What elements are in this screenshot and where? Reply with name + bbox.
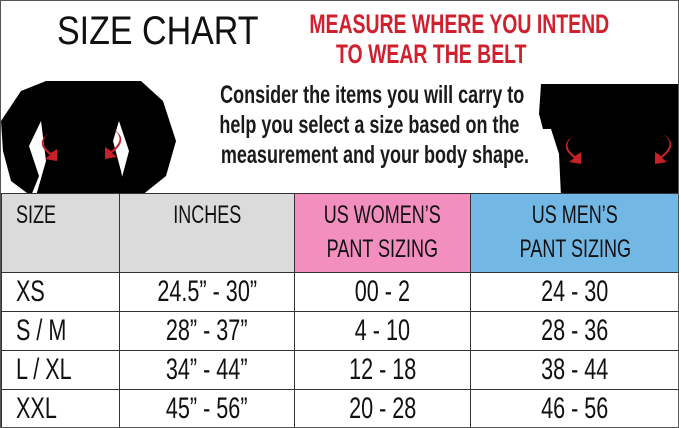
table-row: S / M 28” - 37” 4 - 10 28 - 36 [1,311,678,351]
table-row: L / XL 34” - 44” 12 - 18 38 - 44 [1,350,678,390]
cell-women: 4 - 10 [294,311,471,351]
cell-text: 34” - 44” [166,353,248,386]
cell-text: XS [16,275,45,308]
cell-text: 12 - 18 [348,353,417,386]
table-header-row: SIZE INCHES US WOMEN’S PANT SIZING US MEN… [1,193,678,273]
cell-text: 24 - 30 [541,275,609,308]
table-row: XXL 45” - 56” 20 - 28 46 - 56 [1,389,678,427]
note-line-1: Consider the items you will carry to [220,81,525,109]
cell-women: 12 - 18 [294,350,471,390]
cell-text: 4 - 10 [354,314,411,347]
cell-text: S / M [16,314,67,347]
header-text: US WOMEN’S [324,201,441,229]
cell-inches: 34” - 44” [119,350,295,390]
cell-text: 00 - 2 [354,275,411,308]
cell-inches: 28” - 37” [119,311,295,351]
header-text: SIZE [16,201,57,229]
cell-text: 46 - 56 [541,392,609,425]
waist-arrow-icon [565,134,672,164]
cell-inches: 45” - 56” [119,389,295,427]
header-text: INCHES [172,201,242,229]
cell-size: L / XL [1,350,120,390]
size-table: SIZE INCHES US WOMEN’S PANT SIZING US MEN… [1,193,678,427]
cell-women: 00 - 2 [294,272,471,312]
cell-size: XS [1,272,120,312]
cell-text: 28” - 37” [166,314,248,347]
cell-men: 24 - 30 [470,272,678,312]
headline-line-2: TO WEAR THE BELT [251,40,611,69]
cell-inches: 24.5” - 30” [119,272,295,312]
note-line-3: measurement and your body shape. [220,141,529,169]
headline-line-1: MEASURE WHERE YOU INTEND [251,10,611,39]
cell-size: S / M [1,311,120,351]
table-row: XS 24.5” - 30” 00 - 2 24 - 30 [1,272,678,312]
header-women: US WOMEN’S PANT SIZING [294,193,471,273]
instruction-note: Consider the items you will carry to hel… [161,80,561,170]
chart-title-text: SIZE CHART [57,9,259,53]
cell-text: XXL [16,392,57,425]
cell-text: 28 - 36 [541,314,609,347]
note-line-2: help you select a size based on the [219,111,520,139]
header-inches: INCHES [119,193,295,273]
waist-arrow-icon [41,129,122,161]
header-text: PANT SIZING [519,235,631,263]
man-silhouette-icon [539,84,678,196]
cell-size: XXL [1,389,120,427]
cell-men: 38 - 44 [470,350,678,390]
header-men: US MEN’S PANT SIZING [470,193,678,273]
chart-title: SIZE CHART [57,9,294,54]
cell-text: 38 - 44 [541,353,609,386]
cell-text: 24.5” - 30” [157,275,257,308]
cell-men: 46 - 56 [470,389,678,427]
cell-women: 20 - 28 [294,389,471,427]
cell-men: 28 - 36 [470,311,678,351]
cell-text: 45” - 56” [166,392,248,425]
cell-text: L / XL [16,353,72,386]
cell-text: 20 - 28 [348,392,417,425]
header-size: SIZE [1,193,120,273]
headline-text-1: MEASURE WHERE YOU INTEND [309,9,610,39]
headline-text-2: TO WEAR THE BELT [335,39,527,69]
woman-silhouette-icon [1,81,176,196]
header-text: US MEN’S [531,201,619,229]
header-text: PANT SIZING [326,235,439,263]
